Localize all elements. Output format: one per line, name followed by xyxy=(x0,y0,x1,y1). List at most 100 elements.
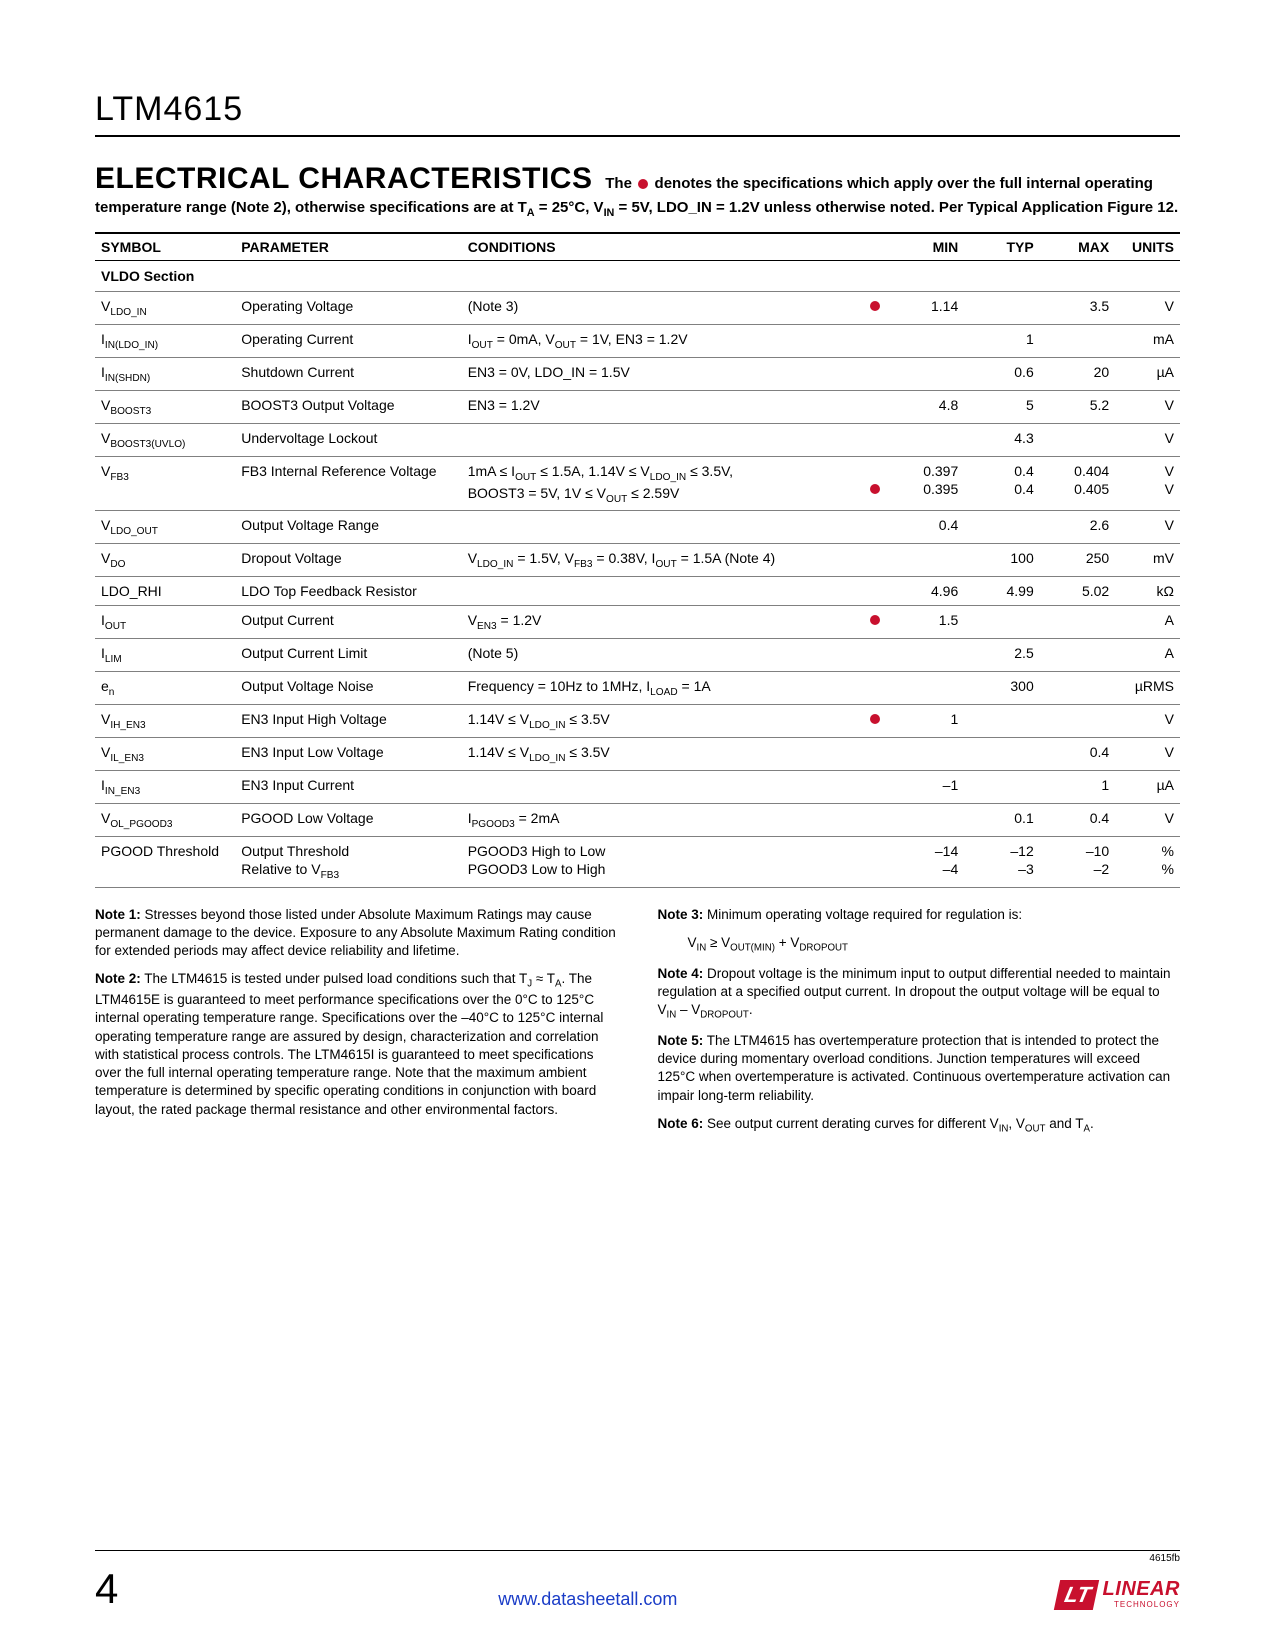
cell-parameter: LDO Top Feedback Resistor xyxy=(235,577,461,606)
cell-conditions: VLDO_IN = 1.5V, VFB3 = 0.38V, IOUT = 1.5… xyxy=(462,544,861,577)
cell-units: % % xyxy=(1115,836,1180,887)
cell-typ: 4.99 xyxy=(964,577,1039,606)
cell-max xyxy=(1040,606,1115,639)
cell-symbol: VDO xyxy=(95,544,235,577)
source-url-link[interactable]: www.datasheetall.com xyxy=(498,1589,677,1610)
cell-min xyxy=(889,423,964,456)
cell-typ: 300 xyxy=(964,672,1039,705)
bullet-icon xyxy=(870,484,880,494)
cell-typ: 2.5 xyxy=(964,639,1039,672)
cell-parameter: EN3 Input High Voltage xyxy=(235,705,461,738)
cell-min: –14 –4 xyxy=(889,836,964,887)
note-paragraph: VIN ≥ VOUT(MIN) + VDROPOUT xyxy=(688,934,1181,955)
cell-dot xyxy=(861,511,889,544)
cell-conditions xyxy=(462,770,861,803)
cell-max: 2.6 xyxy=(1040,511,1115,544)
table-row: VFB3FB3 Internal Reference Voltage1mA ≤ … xyxy=(95,456,1180,511)
table-row: VDODropout VoltageVLDO_IN = 1.5V, VFB3 =… xyxy=(95,544,1180,577)
cell-symbol: VBOOST3 xyxy=(95,390,235,423)
cell-units: V xyxy=(1115,737,1180,770)
th-typ: TYP xyxy=(964,233,1039,261)
cell-typ xyxy=(964,705,1039,738)
cell-parameter: Output Voltage Noise xyxy=(235,672,461,705)
cell-units: µA xyxy=(1115,770,1180,803)
cell-parameter: Output Current Limit xyxy=(235,639,461,672)
cell-conditions: 1mA ≤ IOUT ≤ 1.5A, 1.14V ≤ VLDO_IN ≤ 3.5… xyxy=(462,456,861,511)
cell-min: 1 xyxy=(889,705,964,738)
section-header: ELECTRICAL CHARACTERISTICS The denotes t… xyxy=(95,159,1180,220)
cell-conditions xyxy=(462,577,861,606)
cell-typ: 0.4 0.4 xyxy=(964,456,1039,511)
cell-units: V xyxy=(1115,705,1180,738)
cell-min: 1.14 xyxy=(889,292,964,325)
cell-conditions: EN3 = 1.2V xyxy=(462,390,861,423)
cell-typ xyxy=(964,606,1039,639)
cell-symbol: LDO_RHI xyxy=(95,577,235,606)
table-row: VBOOST3BOOST3 Output VoltageEN3 = 1.2V4.… xyxy=(95,390,1180,423)
cell-max: 250 xyxy=(1040,544,1115,577)
th-conditions: CONDITIONS xyxy=(462,233,861,261)
bullet-icon xyxy=(870,714,880,724)
cell-dot xyxy=(861,292,889,325)
cell-dot xyxy=(861,423,889,456)
cell-symbol: VFB3 xyxy=(95,456,235,511)
th-dot xyxy=(861,233,889,261)
table-row: LDO_RHILDO Top Feedback Resistor4.964.99… xyxy=(95,577,1180,606)
cell-units: µRMS xyxy=(1115,672,1180,705)
cell-min xyxy=(889,803,964,836)
table-row: IIN(LDO_IN)Operating CurrentIOUT = 0mA, … xyxy=(95,325,1180,358)
cell-parameter: Operating Voltage xyxy=(235,292,461,325)
cell-parameter: BOOST3 Output Voltage xyxy=(235,390,461,423)
cell-units: kΩ xyxy=(1115,577,1180,606)
cell-max: 0.4 xyxy=(1040,737,1115,770)
cell-min: 1.5 xyxy=(889,606,964,639)
page-number: 4 xyxy=(95,1568,118,1610)
cell-max: 3.5 xyxy=(1040,292,1115,325)
cell-symbol: VLDO_OUT xyxy=(95,511,235,544)
table-row: VLDO_OUTOutput Voltage Range0.42.6V xyxy=(95,511,1180,544)
cell-conditions: EN3 = 0V, LDO_IN = 1.5V xyxy=(462,358,861,391)
cell-max: 20 xyxy=(1040,358,1115,391)
cell-min: 0.4 xyxy=(889,511,964,544)
table-row: IOUTOutput CurrentVEN3 = 1.2V1.5A xyxy=(95,606,1180,639)
cell-dot xyxy=(861,325,889,358)
table-row: PGOOD ThresholdOutput ThresholdRelative … xyxy=(95,836,1180,887)
bullet-icon xyxy=(870,615,880,625)
cell-dot xyxy=(861,672,889,705)
cell-max: 5.02 xyxy=(1040,577,1115,606)
cell-parameter: EN3 Input Current xyxy=(235,770,461,803)
spec-table: SYMBOL PARAMETER CONDITIONS MIN TYP MAX … xyxy=(95,232,1180,888)
note-paragraph: Note 1: Stresses beyond those listed und… xyxy=(95,906,618,961)
bullet-icon xyxy=(638,179,648,189)
cell-units: mV xyxy=(1115,544,1180,577)
cell-max: 5.2 xyxy=(1040,390,1115,423)
cell-parameter: PGOOD Low Voltage xyxy=(235,803,461,836)
cell-symbol: ILIM xyxy=(95,639,235,672)
part-number: LTM4615 xyxy=(95,90,1180,137)
cell-symbol: VOL_PGOOD3 xyxy=(95,803,235,836)
cell-dot xyxy=(861,358,889,391)
cell-symbol: VIH_EN3 xyxy=(95,705,235,738)
cell-min xyxy=(889,325,964,358)
cell-symbol: en xyxy=(95,672,235,705)
note-paragraph: Note 4: Dropout voltage is the minimum i… xyxy=(658,965,1181,1022)
cell-units: A xyxy=(1115,606,1180,639)
cell-typ xyxy=(964,770,1039,803)
cell-max xyxy=(1040,423,1115,456)
logo-glyph-icon: LT xyxy=(1054,1580,1100,1610)
cell-typ: 1 xyxy=(964,325,1039,358)
cell-typ: 5 xyxy=(964,390,1039,423)
cell-max: 0.404 0.405 xyxy=(1040,456,1115,511)
cell-conditions: 1.14V ≤ VLDO_IN ≤ 3.5V xyxy=(462,737,861,770)
th-parameter: PARAMETER xyxy=(235,233,461,261)
cell-units: V xyxy=(1115,292,1180,325)
section-title: ELECTRICAL CHARACTERISTICS xyxy=(95,162,592,195)
cell-max xyxy=(1040,639,1115,672)
cell-typ xyxy=(964,292,1039,325)
cell-dot xyxy=(861,577,889,606)
cell-units: mA xyxy=(1115,325,1180,358)
cell-symbol: PGOOD Threshold xyxy=(95,836,235,887)
notes-right-col: Note 3: Minimum operating voltage requir… xyxy=(658,906,1181,1146)
cell-dot xyxy=(861,836,889,887)
cell-parameter: Output Current xyxy=(235,606,461,639)
